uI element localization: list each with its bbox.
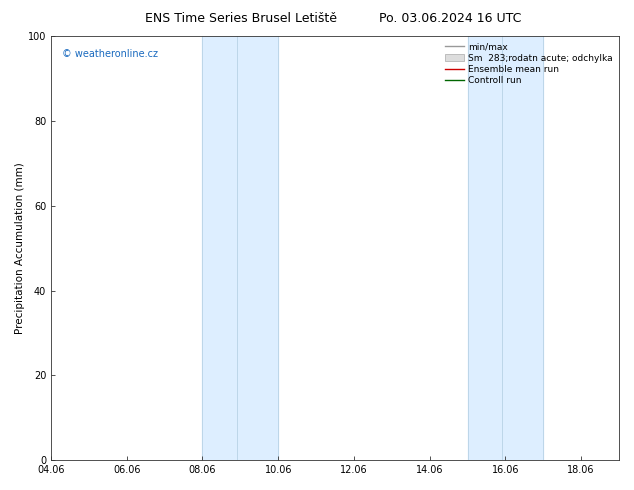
Bar — [467, 36, 543, 460]
Legend: min/max, Sm  283;rodatn acute; odchylka, Ensemble mean run, Controll run: min/max, Sm 283;rodatn acute; odchylka, … — [444, 41, 614, 87]
Text: Po. 03.06.2024 16 UTC: Po. 03.06.2024 16 UTC — [379, 12, 521, 25]
Bar — [202, 36, 278, 460]
Y-axis label: Precipitation Accumulation (mm): Precipitation Accumulation (mm) — [15, 162, 25, 334]
Text: ENS Time Series Brusel Letiště: ENS Time Series Brusel Letiště — [145, 12, 337, 25]
Text: © weatheronline.cz: © weatheronline.cz — [62, 49, 158, 59]
